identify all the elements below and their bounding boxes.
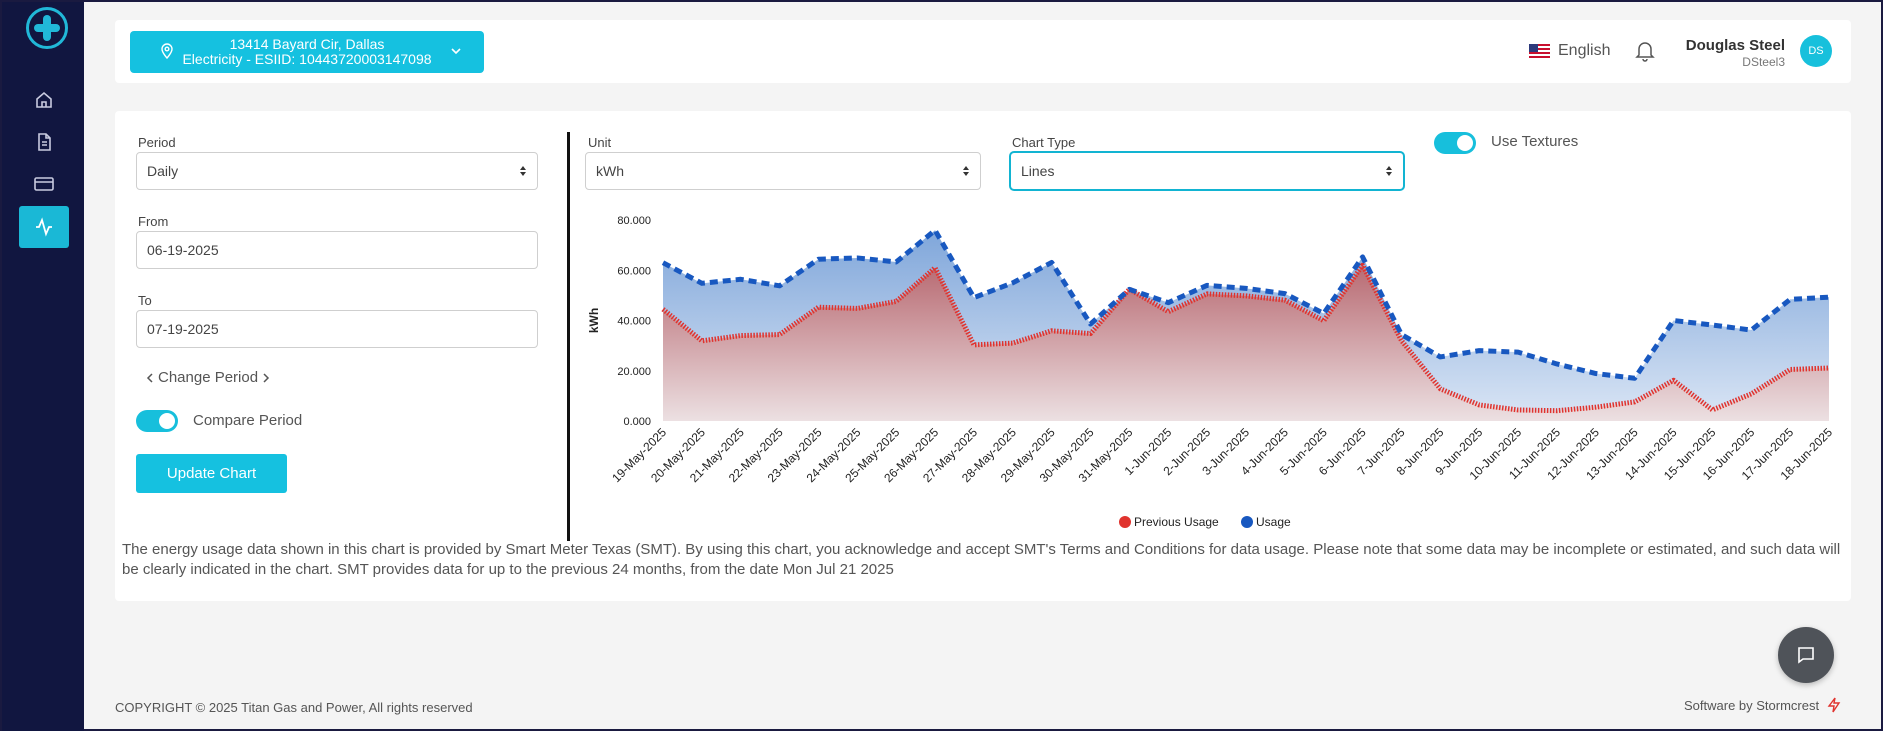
chat-bubble-icon <box>1798 647 1814 664</box>
home-icon <box>36 91 52 108</box>
brand-logo-icon[interactable] <box>26 7 68 49</box>
use-textures-toggle[interactable] <box>1434 132 1476 154</box>
period-select[interactable]: Daily <box>136 152 538 190</box>
legend-marker-usage <box>1241 516 1253 528</box>
avatar[interactable]: DS <box>1800 35 1832 67</box>
user-name: Douglas Steel <box>1685 37 1785 54</box>
credit-card-icon <box>34 177 54 191</box>
to-date-value: 07-19-2025 <box>147 321 219 337</box>
chart-type-value: Lines <box>1021 163 1055 179</box>
y-tick-label: 40.000 <box>617 316 651 328</box>
document-icon <box>38 133 51 151</box>
y-tick-label: 20.000 <box>617 366 651 378</box>
y-tick-label: 60.000 <box>617 265 651 277</box>
legend-label-previous: Previous Usage <box>1134 515 1219 529</box>
software-credit-label: Software by Stormcrest <box>1684 697 1820 713</box>
update-chart-button[interactable]: Update Chart <box>136 454 287 493</box>
previous-usage-area <box>663 265 1829 421</box>
usage-chart: 0.00020.00040.00060.00080.000kWh19-May-2… <box>587 215 1835 529</box>
sidebar-item-documents[interactable] <box>19 121 69 163</box>
compare-period-label: Compare Period <box>193 412 303 429</box>
address-line: 13414 Bayard Cir, Dallas <box>229 36 385 52</box>
to-date-input[interactable]: 07-19-2025 <box>136 310 538 348</box>
sidebar-item-usage[interactable] <box>19 206 69 248</box>
us-flag-icon <box>1529 43 1550 59</box>
usage-card: Period Daily From 06-19-2025 To 07-19-20… <box>115 111 1851 601</box>
esiid-line: Electricity - ESIID: 10443720003147098 <box>182 51 432 67</box>
legend-label-usage: Usage <box>1256 515 1291 529</box>
language-selector[interactable]: English <box>1529 42 1610 60</box>
sidebar-item-billing[interactable] <box>19 163 69 205</box>
smt-disclaimer: The energy usage data shown in this char… <box>122 541 1841 578</box>
compare-period-toggle[interactable] <box>136 410 178 432</box>
chart-type-label: Chart Type <box>1012 135 1076 150</box>
service-address-dropdown[interactable]: 13414 Bayard Cir, Dallas Electricity - E… <box>130 31 484 73</box>
lightning-icon <box>1827 697 1841 713</box>
unit-value: kWh <box>596 163 624 179</box>
user-id: DSteel3 <box>1742 55 1785 69</box>
to-label: To <box>138 293 152 308</box>
legend-marker-previous <box>1119 516 1131 528</box>
from-date-input[interactable]: 06-19-2025 <box>136 231 538 269</box>
chart-type-select[interactable]: Lines <box>1010 152 1404 190</box>
y-axis-label: kWh <box>587 308 601 333</box>
select-arrows-icon <box>520 166 526 176</box>
change-period-label: Change Period <box>158 369 259 386</box>
software-credit[interactable]: Software by Stormcrest <box>1684 697 1841 713</box>
language-label: English <box>1558 42 1611 59</box>
chevron-down-icon <box>451 48 461 55</box>
y-tick-label: 0.000 <box>623 416 651 428</box>
unit-label: Unit <box>588 135 612 150</box>
y-tick-label: 80.000 <box>617 215 651 227</box>
notifications-button[interactable] <box>1635 40 1655 67</box>
top-header: 13414 Bayard Cir, Dallas Electricity - E… <box>115 20 1851 83</box>
use-textures-label: Use Textures <box>1491 133 1579 150</box>
from-date-value: 06-19-2025 <box>147 242 219 258</box>
copyright-text: COPYRIGHT © 2025 Titan Gas and Power, Al… <box>115 700 473 715</box>
sidebar <box>2 2 84 731</box>
activity-icon <box>36 217 52 237</box>
select-arrows-icon <box>1386 166 1392 176</box>
unit-select[interactable]: kWh <box>585 152 981 190</box>
chat-button[interactable] <box>1778 627 1834 683</box>
bell-icon <box>1635 42 1655 62</box>
from-label: From <box>138 214 169 229</box>
period-value: Daily <box>147 163 179 179</box>
section-divider <box>567 132 570 541</box>
change-period-control[interactable]: Change Period <box>146 369 270 386</box>
location-pin-icon <box>161 43 173 59</box>
select-arrows-icon <box>963 166 969 176</box>
period-label: Period <box>138 135 176 150</box>
chevron-left-icon <box>146 372 153 383</box>
chevron-right-icon <box>263 372 270 383</box>
sidebar-item-home[interactable] <box>19 79 69 121</box>
